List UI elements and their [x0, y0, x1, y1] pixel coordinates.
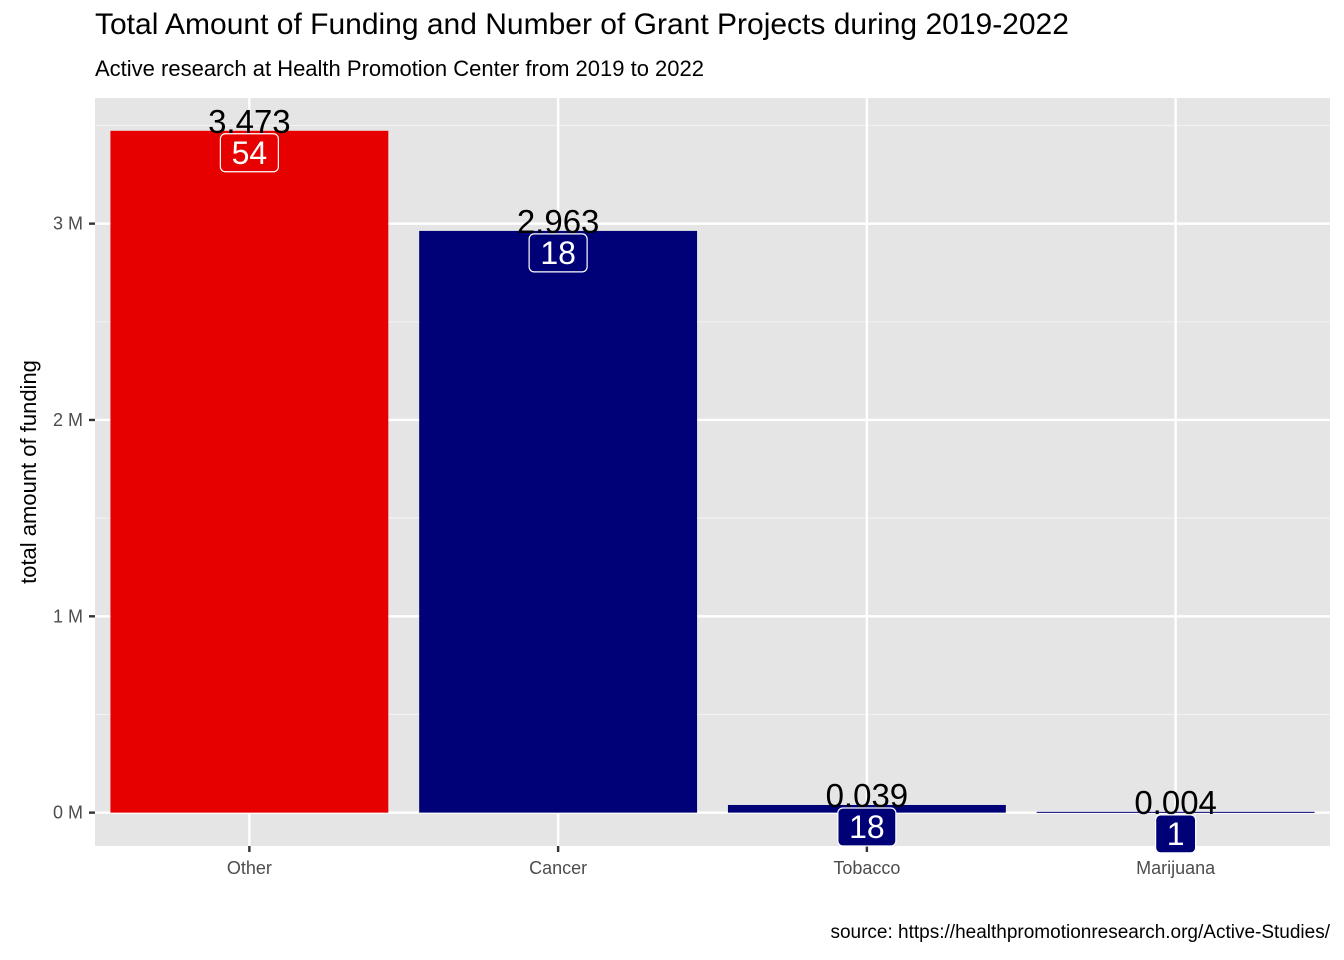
- count-label-box: [1155, 814, 1197, 854]
- x-tick-label: Marijuana: [1136, 858, 1216, 878]
- source-caption: source: https://healthpromotionresearch.…: [830, 922, 1330, 943]
- y-tick-label: 1 M: [53, 606, 83, 626]
- bar: [110, 130, 389, 813]
- y-tick-label: 0 M: [53, 803, 83, 823]
- count-label-box: [837, 807, 897, 847]
- count-label: 18: [540, 235, 576, 271]
- count-label: 18: [849, 809, 885, 845]
- chart-subtitle: Active research at Health Promotion Cent…: [95, 56, 704, 81]
- y-tick-label: 2 M: [53, 410, 83, 430]
- chart-title: Total Amount of Funding and Number of Gr…: [95, 8, 1069, 41]
- count-label-box: [528, 233, 588, 273]
- x-tick-label: Other: [227, 858, 272, 878]
- y-axis-title: total amount of funding: [16, 360, 41, 584]
- bar: [419, 230, 698, 813]
- x-tick-label: Cancer: [529, 858, 587, 878]
- count-label-box: [219, 133, 279, 173]
- count-label: 54: [232, 135, 268, 171]
- bar: [1036, 811, 1315, 813]
- count-label: 1: [1167, 816, 1185, 852]
- x-tick-label: Tobacco: [833, 858, 900, 878]
- y-tick-label: 3 M: [53, 214, 83, 234]
